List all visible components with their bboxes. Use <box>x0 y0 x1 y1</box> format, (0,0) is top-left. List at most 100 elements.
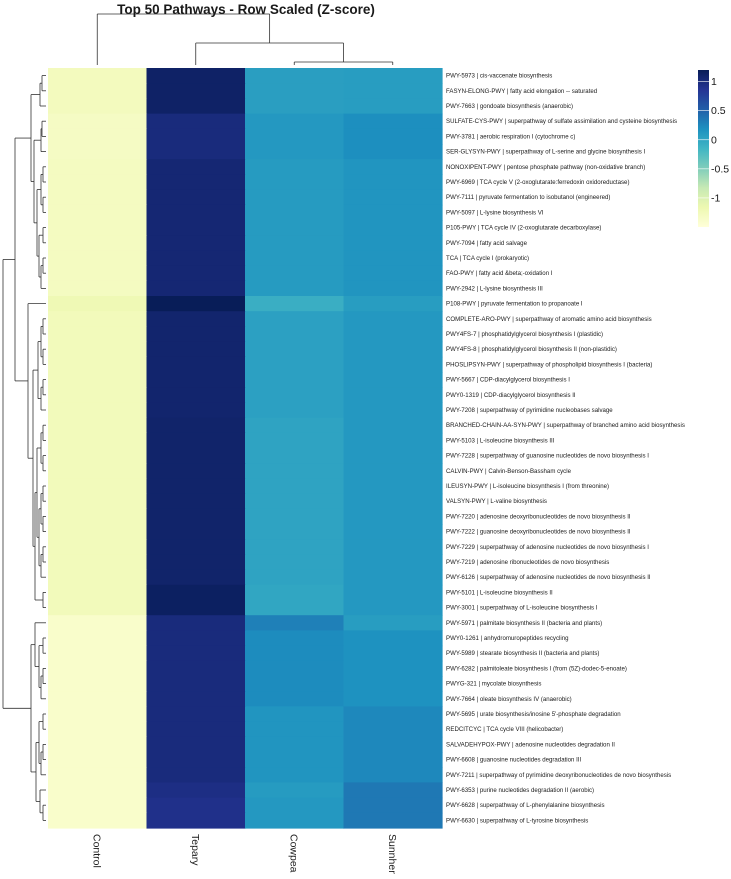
heatmap-cell <box>245 691 345 707</box>
heatmap-cell <box>48 448 148 464</box>
heatmap-cell <box>48 68 148 84</box>
heatmap-cell <box>146 508 246 525</box>
row-label: PWY-6608 | guanosine nucleotides degrada… <box>446 757 581 764</box>
heatmap-cell <box>245 615 345 631</box>
heatmap-cell <box>146 356 246 373</box>
row-label: PWY-5103 | L-isoleucine biosynthesis III <box>446 437 555 444</box>
heatmap-cell <box>48 83 148 99</box>
heatmap-cell <box>146 736 246 753</box>
heatmap-cell <box>48 235 148 251</box>
heatmap-cell <box>245 782 345 799</box>
row-label: CALVIN-PWY | Calvin-Benson-Bassham cycle <box>446 468 572 475</box>
legend-tick-label: 0 <box>711 134 717 146</box>
heatmap-cell <box>48 691 148 707</box>
heatmap-cell <box>343 417 443 434</box>
heatmap-cell <box>146 752 246 768</box>
heatmap-cell <box>245 432 345 449</box>
heatmap-cell <box>343 463 443 479</box>
heatmap-cell <box>343 539 443 555</box>
heatmap-cell <box>48 174 148 191</box>
row-label: PWY-5973 | cis-vaccenate biosynthesis <box>446 73 552 80</box>
row-label: PWY-5097 | L-lysine biosynthesis VI <box>446 209 544 216</box>
row-label: PWY0-1261 | anhydromuropeptides recyclin… <box>446 635 569 642</box>
heatmap-cell <box>343 630 443 647</box>
heatmap-cell <box>48 524 148 540</box>
heatmap-cell <box>245 645 345 662</box>
heatmap-cell <box>245 508 345 525</box>
heatmap-cell <box>245 539 345 555</box>
heatmap-cell <box>146 524 246 540</box>
heatmap-cell <box>48 539 148 555</box>
row-label: PWY-7664 | oleate biosynthesis IV (anaer… <box>446 696 572 703</box>
row-label: COMPLETE-ARO-PWY | superpathway of aroma… <box>446 316 652 323</box>
heatmap-cell <box>146 204 246 221</box>
heatmap-cell <box>48 645 148 662</box>
column-dendrogram <box>96 13 394 65</box>
heatmap-cell <box>343 432 443 449</box>
heatmap-cell <box>245 144 345 160</box>
legend-tick-label: -1 <box>711 192 720 204</box>
heatmap-cell <box>146 691 246 707</box>
row-label: PWY-6630 | superpathway of L-tyrosine bi… <box>446 817 588 824</box>
heatmap-cell <box>146 235 246 251</box>
heatmap-cell <box>48 128 148 145</box>
heatmap-cell <box>146 144 246 160</box>
heatmap-cell <box>48 189 148 206</box>
heatmap-cell <box>146 463 246 479</box>
heatmap-cell <box>146 296 246 312</box>
heatmap-cell <box>146 83 246 99</box>
row-label: PWY-7219 | adenosine ribonucleotides de … <box>446 559 609 566</box>
heatmap-cell <box>48 615 148 631</box>
heatmap-cell <box>146 539 246 555</box>
row-label: PWY-2942 | L-lysine biosynthesis III <box>446 285 543 292</box>
heatmap-cell <box>343 645 443 662</box>
legend-tick-label: -0.5 <box>711 163 729 175</box>
chart-title: Top 50 Pathways - Row Scaled (Z-score) <box>117 2 375 17</box>
heatmap-cell <box>245 721 345 738</box>
row-label: PWYG-321 | mycolate biosynthesis <box>446 681 541 688</box>
heatmap-cell <box>146 630 246 647</box>
heatmap-cell <box>245 752 345 768</box>
heatmap-cell <box>343 189 443 206</box>
heatmap-cell <box>48 432 148 449</box>
row-label: PWY-5101 | L-isoleucine biosynthesis II <box>446 589 553 596</box>
heatmap-cell <box>343 448 443 464</box>
heatmap-cell <box>146 584 246 601</box>
heatmap-cell <box>48 402 148 419</box>
heatmap-cell <box>245 83 345 99</box>
row-label: PWY-7228 | superpathway of guanosine nuc… <box>446 453 649 460</box>
heatmap-cell <box>48 341 148 358</box>
heatmap-cell <box>48 311 148 327</box>
heatmap-cell <box>146 402 246 419</box>
heatmap-cell <box>48 736 148 753</box>
heatmap-cell <box>343 767 443 783</box>
legend-tick-label: 1 <box>711 76 717 88</box>
heatmap-cell <box>48 767 148 783</box>
heatmap-cell <box>146 676 246 692</box>
heatmap-cell <box>245 812 345 829</box>
heatmap-cell <box>146 113 246 130</box>
heatmap-cell <box>245 493 345 510</box>
heatmap-cell <box>343 524 443 540</box>
heatmap-cell <box>146 493 246 510</box>
heatmap-cell <box>245 311 345 327</box>
heatmap-cell <box>48 584 148 601</box>
heatmap-cell <box>343 128 443 145</box>
heatmap-cell <box>245 159 345 175</box>
heatmap-cell <box>245 417 345 434</box>
heatmap-cell <box>343 311 443 327</box>
row-label: P108-PWY | pyruvate fermentation to prop… <box>446 301 583 308</box>
heatmap-cell <box>245 630 345 647</box>
heatmap-cell <box>343 372 443 388</box>
heatmap-cell <box>343 174 443 191</box>
heatmap-cell <box>245 341 345 358</box>
heatmap-cell <box>343 280 443 297</box>
heatmap-cell <box>48 326 148 343</box>
heatmap-cell <box>245 250 345 267</box>
heatmap-cell <box>146 189 246 206</box>
heatmap-cell <box>146 432 246 449</box>
heatmap-cell <box>48 280 148 297</box>
heatmap-cell <box>48 113 148 130</box>
heatmap-cell <box>245 387 345 403</box>
heatmap-cell <box>146 782 246 799</box>
